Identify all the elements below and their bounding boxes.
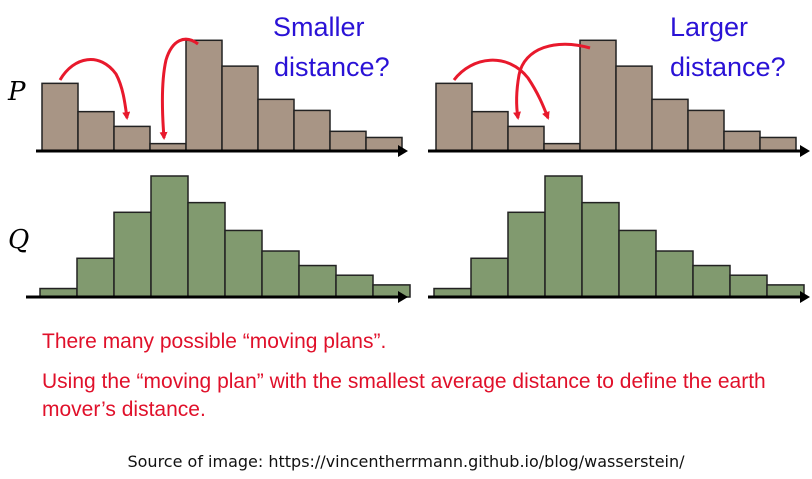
moving-arrows-right <box>452 42 591 120</box>
axis-arrowhead-right-q <box>800 291 810 303</box>
q-label: Q <box>8 225 29 255</box>
annotation-left-line1: Smaller <box>273 12 365 42</box>
annotation-left: Smaller distance? <box>273 12 390 82</box>
annotation-right: Larger distance? <box>670 12 786 82</box>
bar-left-p-8 <box>293 109 331 152</box>
source-credit: Source of image: https://vincentherrmann… <box>127 452 685 471</box>
axis-arrowhead-right-p <box>800 145 810 157</box>
axis-arrowheads <box>398 145 810 303</box>
annotation-right-line1: Larger <box>670 12 748 42</box>
p-label: P <box>7 77 26 107</box>
bar-left-p-9 <box>329 130 367 152</box>
bar-right-q-2 <box>470 257 509 298</box>
bar-right-p-8 <box>687 109 725 152</box>
move-arrow-left-1 <box>58 58 131 120</box>
axis-arrowhead-left-q <box>398 291 408 303</box>
bar-left-p-10 <box>365 136 403 152</box>
bar-left-p-7 <box>257 98 295 152</box>
histogram-left-p <box>41 39 403 152</box>
axes <box>26 149 800 299</box>
move-arrow-right-1 <box>452 58 550 120</box>
bar-right-p-3 <box>507 125 545 152</box>
move-arrow-left-2 <box>159 37 199 140</box>
bar-right-q-4 <box>544 175 583 298</box>
bar-left-q-9 <box>335 274 374 298</box>
axis-arrowhead-left-p <box>398 145 408 157</box>
bar-left-q-7 <box>261 250 300 298</box>
bar-right-p-6 <box>615 65 653 152</box>
caption-line-1: There many possible “moving plans”. <box>42 330 387 353</box>
bar-right-q-6 <box>618 229 657 298</box>
bar-left-p-2 <box>77 110 115 152</box>
bar-left-q-2 <box>76 257 115 298</box>
bar-right-q-8 <box>692 264 731 298</box>
histogram-right-q <box>433 175 805 298</box>
bar-right-p-9 <box>723 130 761 152</box>
annotation-left-line2: distance? <box>274 52 390 82</box>
move-arrow-right-2 <box>513 42 591 120</box>
annotation-right-line2: distance? <box>670 52 786 82</box>
bar-right-p-5 <box>579 39 617 152</box>
moving-arrows-left <box>58 37 199 140</box>
bar-right-q-10 <box>766 284 805 298</box>
bar-left-p-5 <box>185 39 223 152</box>
caption-line-2: Using the “moving plan” with the smalles… <box>42 370 766 421</box>
bar-right-p-1 <box>435 82 473 152</box>
bar-left-q-6 <box>224 229 263 298</box>
bar-right-p-2 <box>471 110 509 152</box>
bar-left-p-3 <box>113 125 151 152</box>
bar-right-q-3 <box>507 211 546 298</box>
bar-left-q-5 <box>187 201 226 298</box>
bar-left-q-8 <box>298 264 337 298</box>
histogram-left-q <box>39 175 411 298</box>
bar-left-p-6 <box>221 65 259 152</box>
bar-right-q-5 <box>581 201 620 298</box>
bar-left-p-1 <box>41 82 79 152</box>
bar-left-q-3 <box>113 211 152 298</box>
bar-left-q-4 <box>150 175 189 298</box>
bar-right-p-7 <box>651 98 689 152</box>
bar-right-q-7 <box>655 250 694 298</box>
bar-right-q-9 <box>729 274 768 298</box>
bar-right-p-10 <box>759 136 797 152</box>
